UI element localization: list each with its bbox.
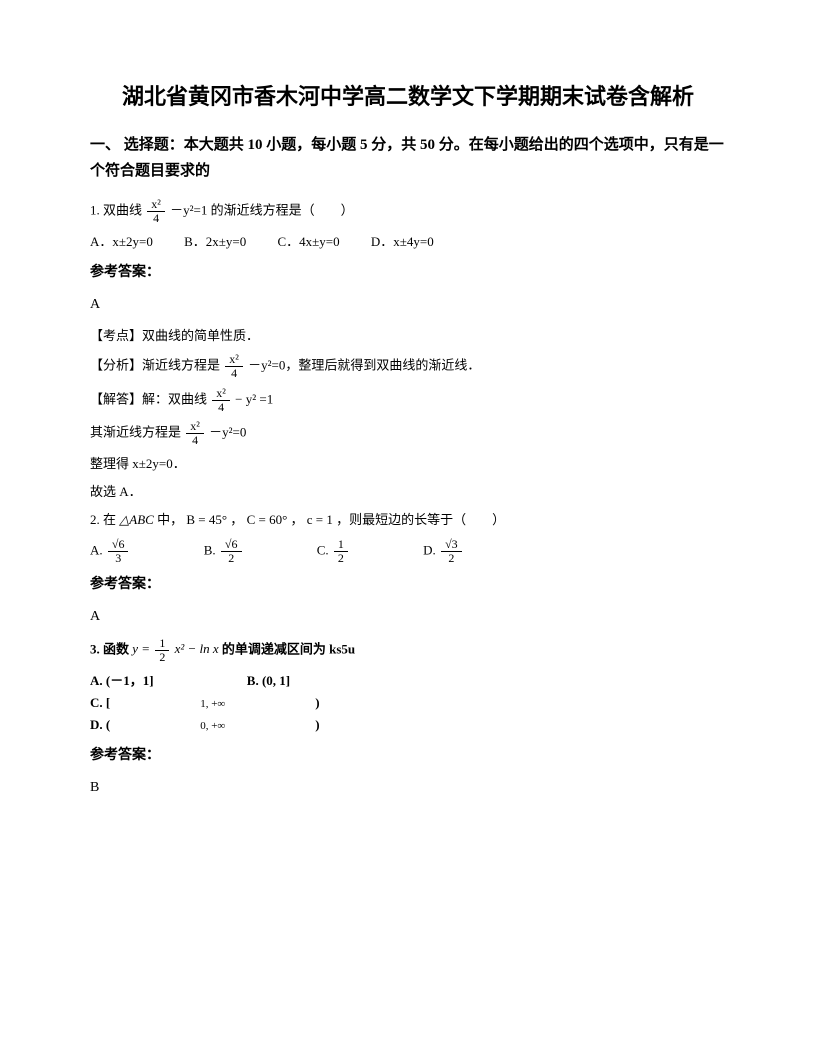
q2-fb-den: 2	[221, 552, 242, 565]
q3-eq: y = 1 2 x² − ln x	[132, 641, 222, 656]
q1-as: 其渐近线方程是 x² 4 －y²=0	[90, 420, 726, 447]
q2-opt-b-label: B.	[204, 542, 216, 557]
q3-opt-c: C. [ 1, +∞)	[90, 692, 410, 714]
q3-opt-d: D. ( 0, +∞)	[90, 714, 410, 736]
q2-stem: 2. 在 △ABC 中， B = 45° ， C = 60° ， c = 1 ，…	[90, 509, 726, 531]
q3-stem: 3. 函数 y = 1 2 x² − ln x 的单调递减区间为 ks5u	[90, 637, 726, 664]
q1-as-b: －y²=0	[209, 425, 246, 440]
q1-as-a: 其渐近线方程是	[90, 425, 184, 440]
q2-opt-b-frac: √6 2	[221, 538, 242, 565]
q2-sep2: ，	[291, 512, 304, 527]
q3-stem-b: 的单调递减区间为 ks5u	[222, 641, 355, 656]
q2-fc-den: 2	[334, 552, 348, 565]
q2-fc-num: 1	[334, 538, 348, 552]
q3-eq-frac: 1 2	[155, 637, 169, 664]
q3-eq-rest: x² − ln x	[175, 641, 219, 656]
q2-fd-den: 2	[441, 552, 462, 565]
q1-ans: A	[90, 293, 726, 317]
q1-fx: 【分析】渐近线方程是 x² 4 －y²=0，整理后就得到双曲线的渐近线．	[90, 353, 726, 380]
q3-optd-a: D. (	[90, 714, 110, 736]
q2-opt-d-frac: √3 2	[441, 538, 462, 565]
q3-optc-c: )	[315, 692, 319, 714]
q3-optc-a: C. [	[90, 692, 110, 714]
q1-fx-a: 【分析】渐近线方程是	[90, 358, 223, 373]
q1-stem-a: 1. 双曲线	[90, 203, 145, 218]
q1-stem-b: －y²=1 的渐近线方程是（ ）	[170, 203, 353, 218]
q3-optd-b: 0, +∞	[200, 717, 225, 736]
q1-as-frac-den: 4	[186, 434, 204, 447]
q2-ans-label: 参考答案：	[90, 573, 726, 597]
q1-jd-a: 【解答】解：双曲线	[90, 391, 210, 406]
q3-eq-y: y =	[132, 641, 153, 656]
q1-frac: x² 4	[147, 198, 165, 225]
q3-options: A. (－1，1] B. (0, 1] C. [ 1, +∞) D. ( 0, +∞…	[90, 670, 726, 736]
q1-opt-b: B．2x±y=0	[184, 231, 246, 253]
q3-f1-den: 2	[155, 651, 169, 664]
q1-gx: 故选 A．	[90, 481, 726, 503]
q2-opt-a-label: A.	[90, 542, 103, 557]
q1-options: A．x±2y=0 B．2x±y=0 C．4x±y=0 D．x±4y=0	[90, 231, 726, 253]
q2-fb-num: √6	[221, 538, 242, 552]
q3-stem-a: 3. 函数	[90, 641, 132, 656]
q1-fx-frac-den: 4	[225, 367, 243, 380]
q2-opt-c-label: C.	[317, 542, 329, 557]
q2-stem-a: 2. 在	[90, 512, 119, 527]
q2-fa-num: √6	[108, 538, 129, 552]
q1-opt-d: D．x±4y=0	[371, 231, 434, 253]
page-title: 湖北省黄冈市香木河中学高二数学文下学期期末试卷含解析	[90, 80, 726, 113]
q1-ans-label: 参考答案：	[90, 261, 726, 285]
q2-c1: C = 60°	[247, 512, 288, 527]
q1-as-frac-num: x²	[186, 420, 204, 434]
q1-jd-frac: x² 4	[212, 387, 230, 414]
q2-ans: A	[90, 605, 726, 629]
q1-jd-frac-num: x²	[212, 387, 230, 401]
q2-opt-a-frac: √6 3	[108, 538, 129, 565]
q3-ans-label: 参考答案：	[90, 744, 726, 768]
q1-as-frac: x² 4	[186, 420, 204, 447]
q2-sep1: ，	[230, 512, 243, 527]
q1-fx-b: －y²=0，整理后就得到双曲线的渐近线．	[248, 358, 480, 373]
q2-c2: c = 1	[307, 512, 333, 527]
q1-frac-den: 4	[147, 212, 165, 225]
q1-jd-frac-den: 4	[212, 401, 230, 414]
q1-jd: 【解答】解：双曲线 x² 4 − y² =1	[90, 387, 726, 414]
q1-fx-frac: x² 4	[225, 353, 243, 380]
q2-options: A. √6 3 B. √6 2 C. 1 2 D. √3 2	[90, 538, 726, 565]
q2-tri: △ABC	[119, 512, 154, 527]
q1-stem: 1. 双曲线 x² 4 －y²=1 的渐近线方程是（ ）	[90, 198, 726, 225]
q2-opt-c-frac: 1 2	[334, 538, 348, 565]
q1-jd-eq-end: =1	[259, 391, 273, 406]
q3-optc-b: 1, +∞	[200, 695, 225, 714]
q2-b1: B = 45°	[186, 512, 227, 527]
q1-opt-a: A．x±2y=0	[90, 231, 153, 253]
q3-ans: B	[90, 776, 726, 800]
q2-opt-d-label: D.	[423, 542, 436, 557]
q1-zl: 整理得 x±2y=0．	[90, 453, 726, 475]
q1-kp: 【考点】双曲线的简单性质．	[90, 325, 726, 347]
q2-stem-b: 中，	[157, 512, 183, 527]
q1-opt-c: C．4x±y=0	[278, 231, 340, 253]
q3-opt-a: A. (－1，1]	[90, 670, 154, 692]
q3-f1-num: 1	[155, 637, 169, 651]
q2-stem-c: ，则最短边的长等于（ ）	[336, 512, 505, 527]
q1-fx-frac-num: x²	[225, 353, 243, 367]
q1-frac-num: x²	[147, 198, 165, 212]
q2-fd-num: √3	[441, 538, 462, 552]
section-header: 一、 选择题：本大题共 10 小题，每小题 5 分，共 50 分。在每小题给出的…	[90, 133, 726, 184]
q2-fa-den: 3	[108, 552, 129, 565]
q3-optd-c: )	[315, 714, 319, 736]
q3-opt-b: B. (0, 1]	[247, 670, 290, 692]
q1-jd-y2: − y²	[235, 391, 256, 406]
